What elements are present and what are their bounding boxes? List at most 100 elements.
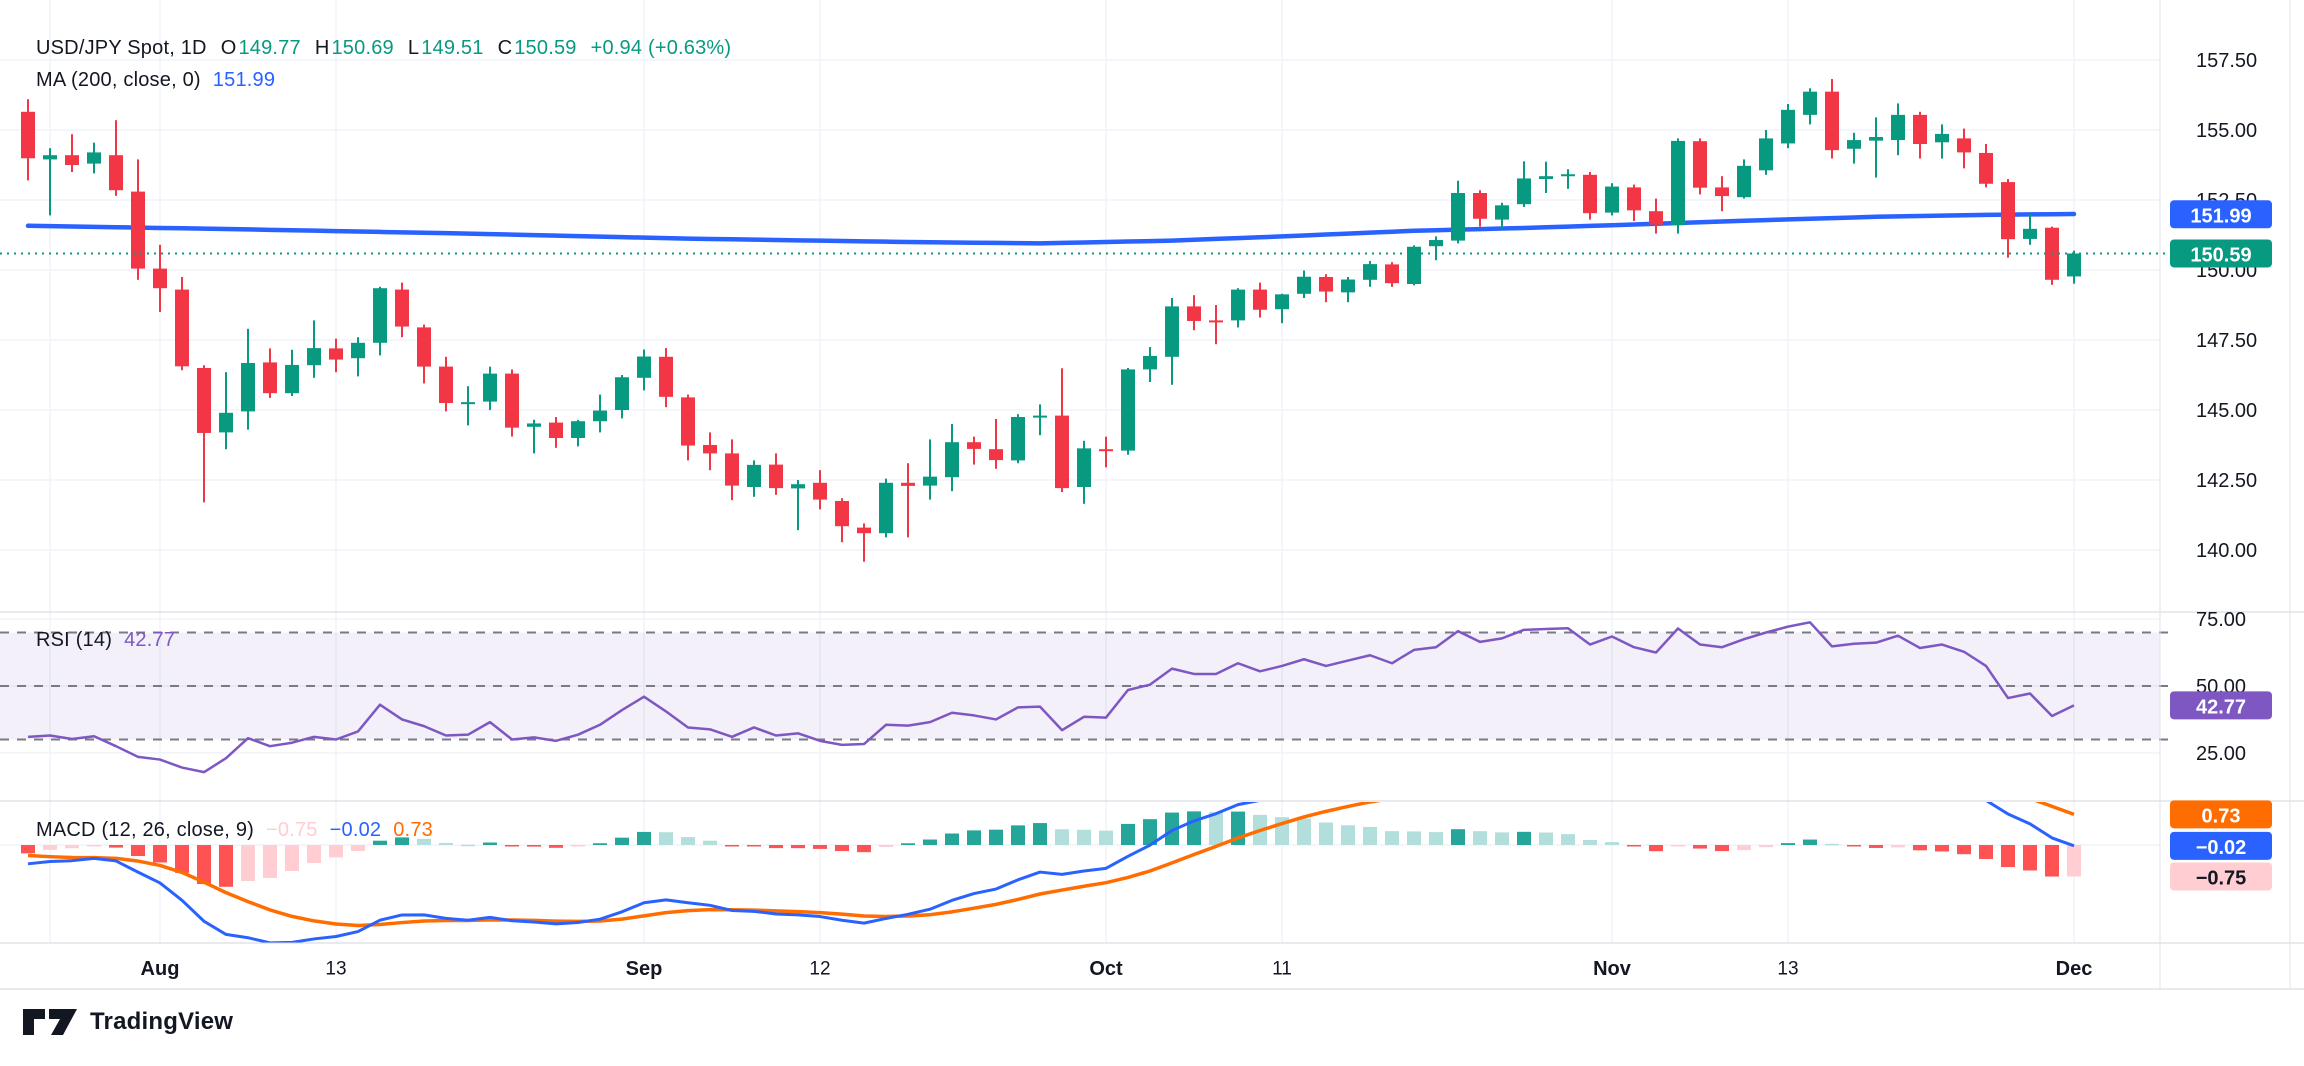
candle-body [1869,137,1883,141]
rsi-value-badge: 42.77 [2170,691,2272,720]
time-axis-label: Nov [1593,958,1632,980]
candle-body [1583,174,1597,214]
macd-histogram-bar [527,845,541,847]
close-label: C [497,37,513,59]
tradingview-branding[interactable]: TradingView [22,1008,233,1036]
macd-signal-badge-text: 0.73 [2202,805,2241,827]
candle-body [2023,228,2037,239]
macd-histogram-bar [747,845,761,847]
candle-body [1935,133,1949,143]
candle-body [593,410,607,422]
ohlc-open: O 149.77 [221,37,301,60]
candle-body [307,348,321,366]
candle-body [1803,91,1817,115]
macd-histogram-bar [703,840,717,845]
macd-line-value: −0.02 [329,819,382,841]
symbol-title: USD/JPY Spot, 1D [36,37,207,59]
candle-body [1715,187,1729,197]
macd-histogram-bar [1781,843,1795,845]
ma-price-badge: 151.99 [2170,200,2272,229]
ohlc-low: L 149.51 [408,37,484,60]
price-axis-label: 147.50 [2196,330,2257,352]
pane-dividers [0,0,2304,990]
candle-body [1957,138,1971,153]
candle-body [703,445,717,454]
candle-body [835,501,849,527]
macd-histogram-bar [1759,845,1773,848]
time-axis-label: Aug [141,958,180,980]
candle-body [1275,294,1289,310]
macd-histogram-bar [659,832,673,845]
macd-histogram-bar [791,845,805,849]
macd-histogram-bar [637,831,651,845]
candle-body [945,442,959,478]
ma-legend[interactable]: MA (200, close, 0) 151.99 [36,69,275,92]
macd-histogram-bar [1033,823,1047,845]
macd-histogram-bar [945,833,959,845]
candle-body [1737,165,1751,198]
macd-histogram-bar [593,843,607,845]
candle-body [813,482,827,500]
macd-histogram-bar [285,845,299,872]
macd-hist-badge-text: −0.75 [2196,868,2247,890]
macd-histogram-bar [857,845,871,853]
macd-histogram [21,811,2081,887]
chart-svg[interactable]: 157.50155.00152.50150.00147.50145.00142.… [0,0,2304,990]
candle-body [351,342,365,359]
macd-histogram-bar [1099,830,1113,845]
symbol-legend[interactable]: USD/JPY Spot, 1D O 149.77 H 150.69 L 149… [36,37,731,60]
candle-body [329,348,343,360]
time-axis-label: Dec [2056,958,2093,980]
candle-body [1253,289,1267,310]
macd-histogram-bar [1077,829,1091,845]
price-axis[interactable]: 157.50155.00152.50150.00147.50145.00142.… [2170,50,2272,891]
macd-histogram-bar [1517,831,1531,845]
candle-body [395,289,409,327]
macd-histogram-bar [901,843,915,845]
candle-body [1561,174,1575,177]
macd-histogram-bar [1011,825,1025,845]
candle-body [527,423,541,427]
open-value: 149.77 [238,37,301,59]
candle-body [1979,152,1993,184]
candle-body [1231,289,1245,321]
macd-histogram-bar [417,838,431,845]
candle-body [109,155,123,191]
candle-body [1473,193,1487,219]
macd-histogram-bar [1209,812,1223,845]
candle-body [1011,417,1025,461]
macd-histogram-bar [439,842,453,845]
macd-histogram-bar [1495,832,1509,845]
candle-body [1781,109,1795,144]
candle-body [241,362,255,412]
macd-histogram-bar [1165,812,1179,845]
candle-body [637,356,651,378]
candle-body [1847,140,1861,149]
candle-body [1693,141,1707,188]
macd-histogram-bar [175,845,189,873]
candle-body [1891,114,1905,141]
macd-histogram-bar [879,845,893,847]
rsi-value: 42.77 [124,629,176,651]
macd-pane[interactable] [21,762,2081,943]
macd-hist-badge: −0.75 [2170,862,2272,891]
time-axis-label: Oct [1089,958,1123,980]
macd-histogram-bar [1803,839,1817,845]
candle-body [923,476,937,486]
candle-body [857,527,871,534]
macd-histogram-bar [725,845,739,847]
time-axis[interactable]: Aug 13 Sep 12 Oct 11 Nov 13 Dec [141,958,2093,980]
macd-histogram-bar [483,842,497,845]
candle-body [1319,277,1333,292]
candle-body [1209,320,1223,323]
main-pane[interactable] [21,79,2081,562]
macd-histogram-bar [1693,845,1707,849]
macd-histogram-bar [21,845,35,854]
macd-histogram-bar [1869,845,1883,848]
macd-legend[interactable]: MACD (12, 26, close, 9) −0.75 −0.02 0.73 [36,819,433,842]
rsi-pane[interactable] [0,621,2172,774]
macd-histogram-bar [1473,831,1487,845]
rsi-legend[interactable]: RSI (14) 42.77 [36,629,175,652]
macd-histogram-bar [1715,845,1729,852]
